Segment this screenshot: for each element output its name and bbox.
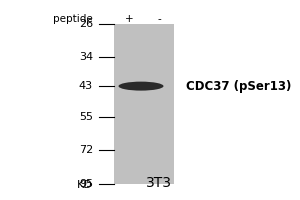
Text: 3T3: 3T3 xyxy=(146,176,172,190)
Text: 72: 72 xyxy=(79,145,93,155)
Text: 34: 34 xyxy=(79,52,93,62)
Text: 95: 95 xyxy=(79,179,93,189)
Text: +: + xyxy=(125,14,133,24)
Text: -: - xyxy=(157,14,161,24)
Text: 55: 55 xyxy=(79,112,93,122)
Text: 26: 26 xyxy=(79,19,93,29)
Bar xyxy=(114,24,174,184)
Text: 43: 43 xyxy=(79,81,93,91)
Ellipse shape xyxy=(118,82,164,91)
Text: KD: KD xyxy=(77,180,93,190)
Text: peptide: peptide xyxy=(53,14,93,24)
Text: CDC37 (pSer13): CDC37 (pSer13) xyxy=(186,80,291,93)
